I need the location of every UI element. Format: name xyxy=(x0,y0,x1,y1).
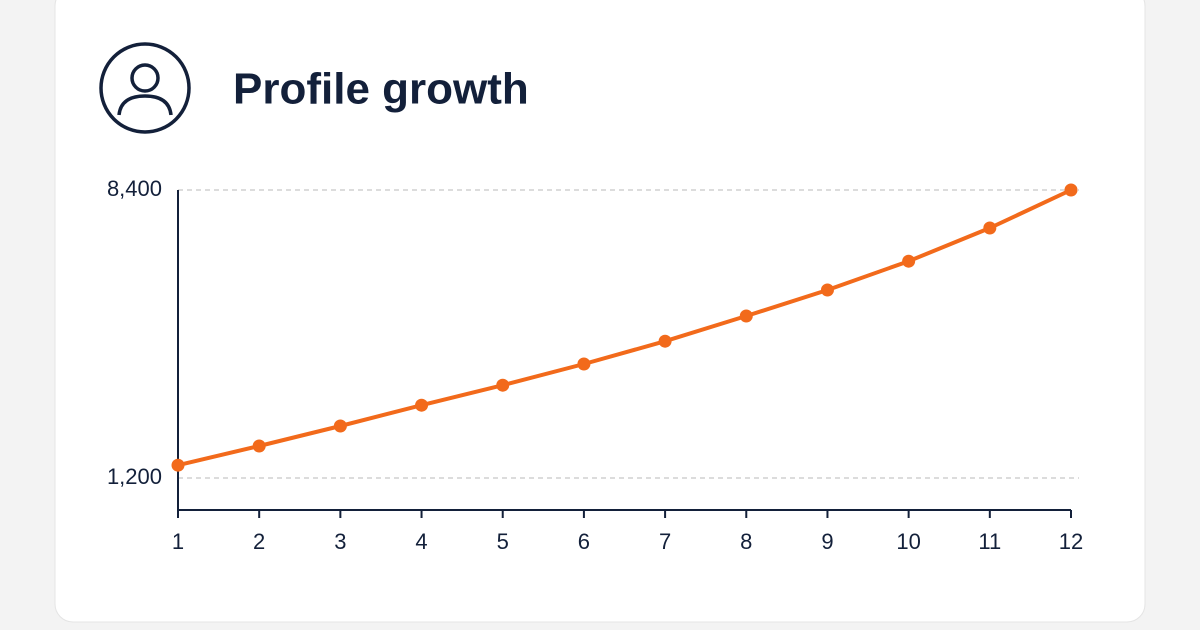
data-point xyxy=(496,378,510,392)
x-tick-label: 8 xyxy=(740,529,752,554)
data-point xyxy=(820,283,834,297)
x-tick-label: 1 xyxy=(172,529,184,554)
data-point xyxy=(902,254,916,268)
card xyxy=(54,0,1146,623)
data-point xyxy=(577,357,591,371)
series-line xyxy=(177,188,1072,468)
data-point xyxy=(333,419,347,433)
profile-icon xyxy=(99,42,191,134)
x-tick-label: 12 xyxy=(1059,529,1083,554)
data-point xyxy=(739,309,753,323)
y-tick-label: 8,400 xyxy=(107,176,162,201)
data-point xyxy=(415,398,429,412)
data-point xyxy=(658,334,672,348)
x-tick-label: 4 xyxy=(415,529,427,554)
x-tick-label: 6 xyxy=(578,529,590,554)
data-point xyxy=(983,221,997,235)
x-tick-label: 11 xyxy=(978,529,1001,554)
x-tick-label: 3 xyxy=(334,529,346,554)
data-point xyxy=(252,439,266,453)
x-tick-label: 9 xyxy=(821,529,833,554)
x-tick-label: 5 xyxy=(497,529,509,554)
y-tick-label: 1,200 xyxy=(107,464,162,489)
x-tick-label: 2 xyxy=(253,529,265,554)
x-tick-label: 7 xyxy=(659,529,671,554)
data-point xyxy=(1064,183,1078,197)
x-tick-label: 10 xyxy=(896,529,920,554)
data-point xyxy=(171,458,185,472)
chart-title: Profile growth xyxy=(233,65,529,114)
